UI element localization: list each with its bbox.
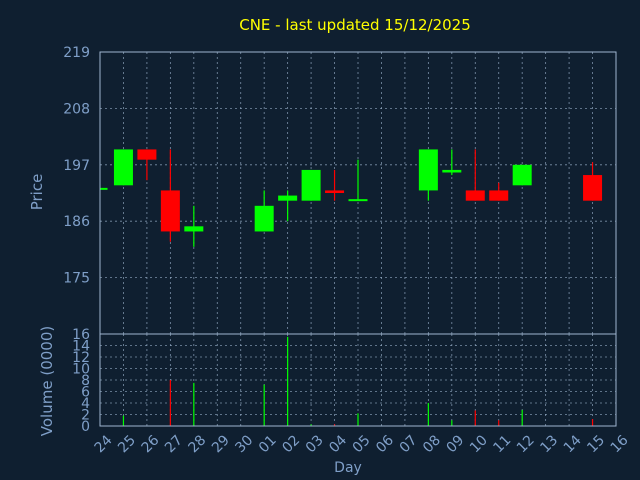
x-tick-label: 11 bbox=[490, 432, 514, 456]
volume-panel-frame bbox=[99, 333, 617, 427]
volume-tick-label: 10 bbox=[72, 362, 90, 378]
candlesticks bbox=[100, 149, 603, 247]
candle-body bbox=[301, 169, 321, 201]
candle-body bbox=[442, 169, 462, 173]
grid-layer bbox=[100, 51, 616, 426]
x-tick-label: 30 bbox=[232, 432, 256, 456]
volume-bars bbox=[122, 336, 594, 426]
x-tick-label: 13 bbox=[537, 432, 561, 456]
x-tick-label: 29 bbox=[209, 432, 233, 456]
x-tick-label: 02 bbox=[279, 432, 303, 456]
volume-tick-label: 0 bbox=[81, 419, 90, 435]
candle-body bbox=[137, 149, 157, 160]
price-tick-label: 219 bbox=[63, 45, 90, 61]
candle-body bbox=[184, 226, 204, 232]
price-tick-label: 186 bbox=[63, 214, 90, 230]
candle-body bbox=[278, 195, 298, 201]
volume-tick-label: 12 bbox=[72, 350, 90, 366]
x-tick-label: 24 bbox=[92, 432, 116, 456]
x-tick-label: 01 bbox=[256, 432, 280, 456]
candle-body bbox=[254, 205, 274, 232]
x-axis-label: Day bbox=[334, 460, 362, 476]
x-tick-label: 04 bbox=[326, 432, 350, 456]
x-tick-label: 16 bbox=[608, 432, 632, 456]
volume-axis-label: Volume (0000) bbox=[38, 326, 56, 436]
x-tick-label: 05 bbox=[350, 432, 374, 456]
candle-body bbox=[512, 164, 532, 186]
candle-body bbox=[489, 190, 509, 201]
volume-tick-label: 2 bbox=[81, 408, 90, 424]
candle-body bbox=[160, 190, 180, 232]
candle-body bbox=[325, 190, 345, 193]
price-tick-label: 197 bbox=[63, 158, 90, 174]
x-tick-label: 10 bbox=[467, 432, 491, 456]
volume-tick-label: 6 bbox=[81, 385, 90, 401]
x-tick-label: 12 bbox=[514, 432, 538, 456]
x-tick-label: 07 bbox=[397, 432, 421, 456]
x-tick-label: 03 bbox=[303, 432, 327, 456]
x-tick-label: 15 bbox=[584, 432, 608, 456]
chart-title: CNE - last updated 15/12/2025 bbox=[239, 16, 471, 34]
candle-body bbox=[465, 190, 485, 201]
price-tick-label: 208 bbox=[63, 101, 90, 117]
price-axis-label: Price bbox=[28, 174, 46, 211]
candle-body bbox=[583, 175, 603, 201]
x-tick-label: 06 bbox=[373, 432, 397, 456]
x-tick-label: 26 bbox=[139, 432, 163, 456]
volume-tick-label: 14 bbox=[72, 339, 90, 355]
x-tick-label: 08 bbox=[420, 432, 444, 456]
volume-tick-label: 16 bbox=[72, 327, 90, 343]
price-tick-label: 175 bbox=[63, 271, 90, 287]
plot-frames bbox=[99, 51, 617, 427]
x-tick-label: 28 bbox=[186, 432, 210, 456]
candle-body bbox=[348, 199, 368, 202]
x-tick-label: 14 bbox=[561, 432, 585, 456]
x-tick-label: 25 bbox=[115, 432, 139, 456]
candle-body bbox=[100, 187, 108, 190]
volume-tick-label: 8 bbox=[81, 373, 90, 389]
candle-body bbox=[418, 149, 438, 191]
volume-tick-label: 4 bbox=[81, 396, 90, 412]
x-tick-label: 27 bbox=[162, 432, 186, 456]
candle-body bbox=[113, 149, 133, 186]
x-tick-label: 09 bbox=[444, 432, 468, 456]
